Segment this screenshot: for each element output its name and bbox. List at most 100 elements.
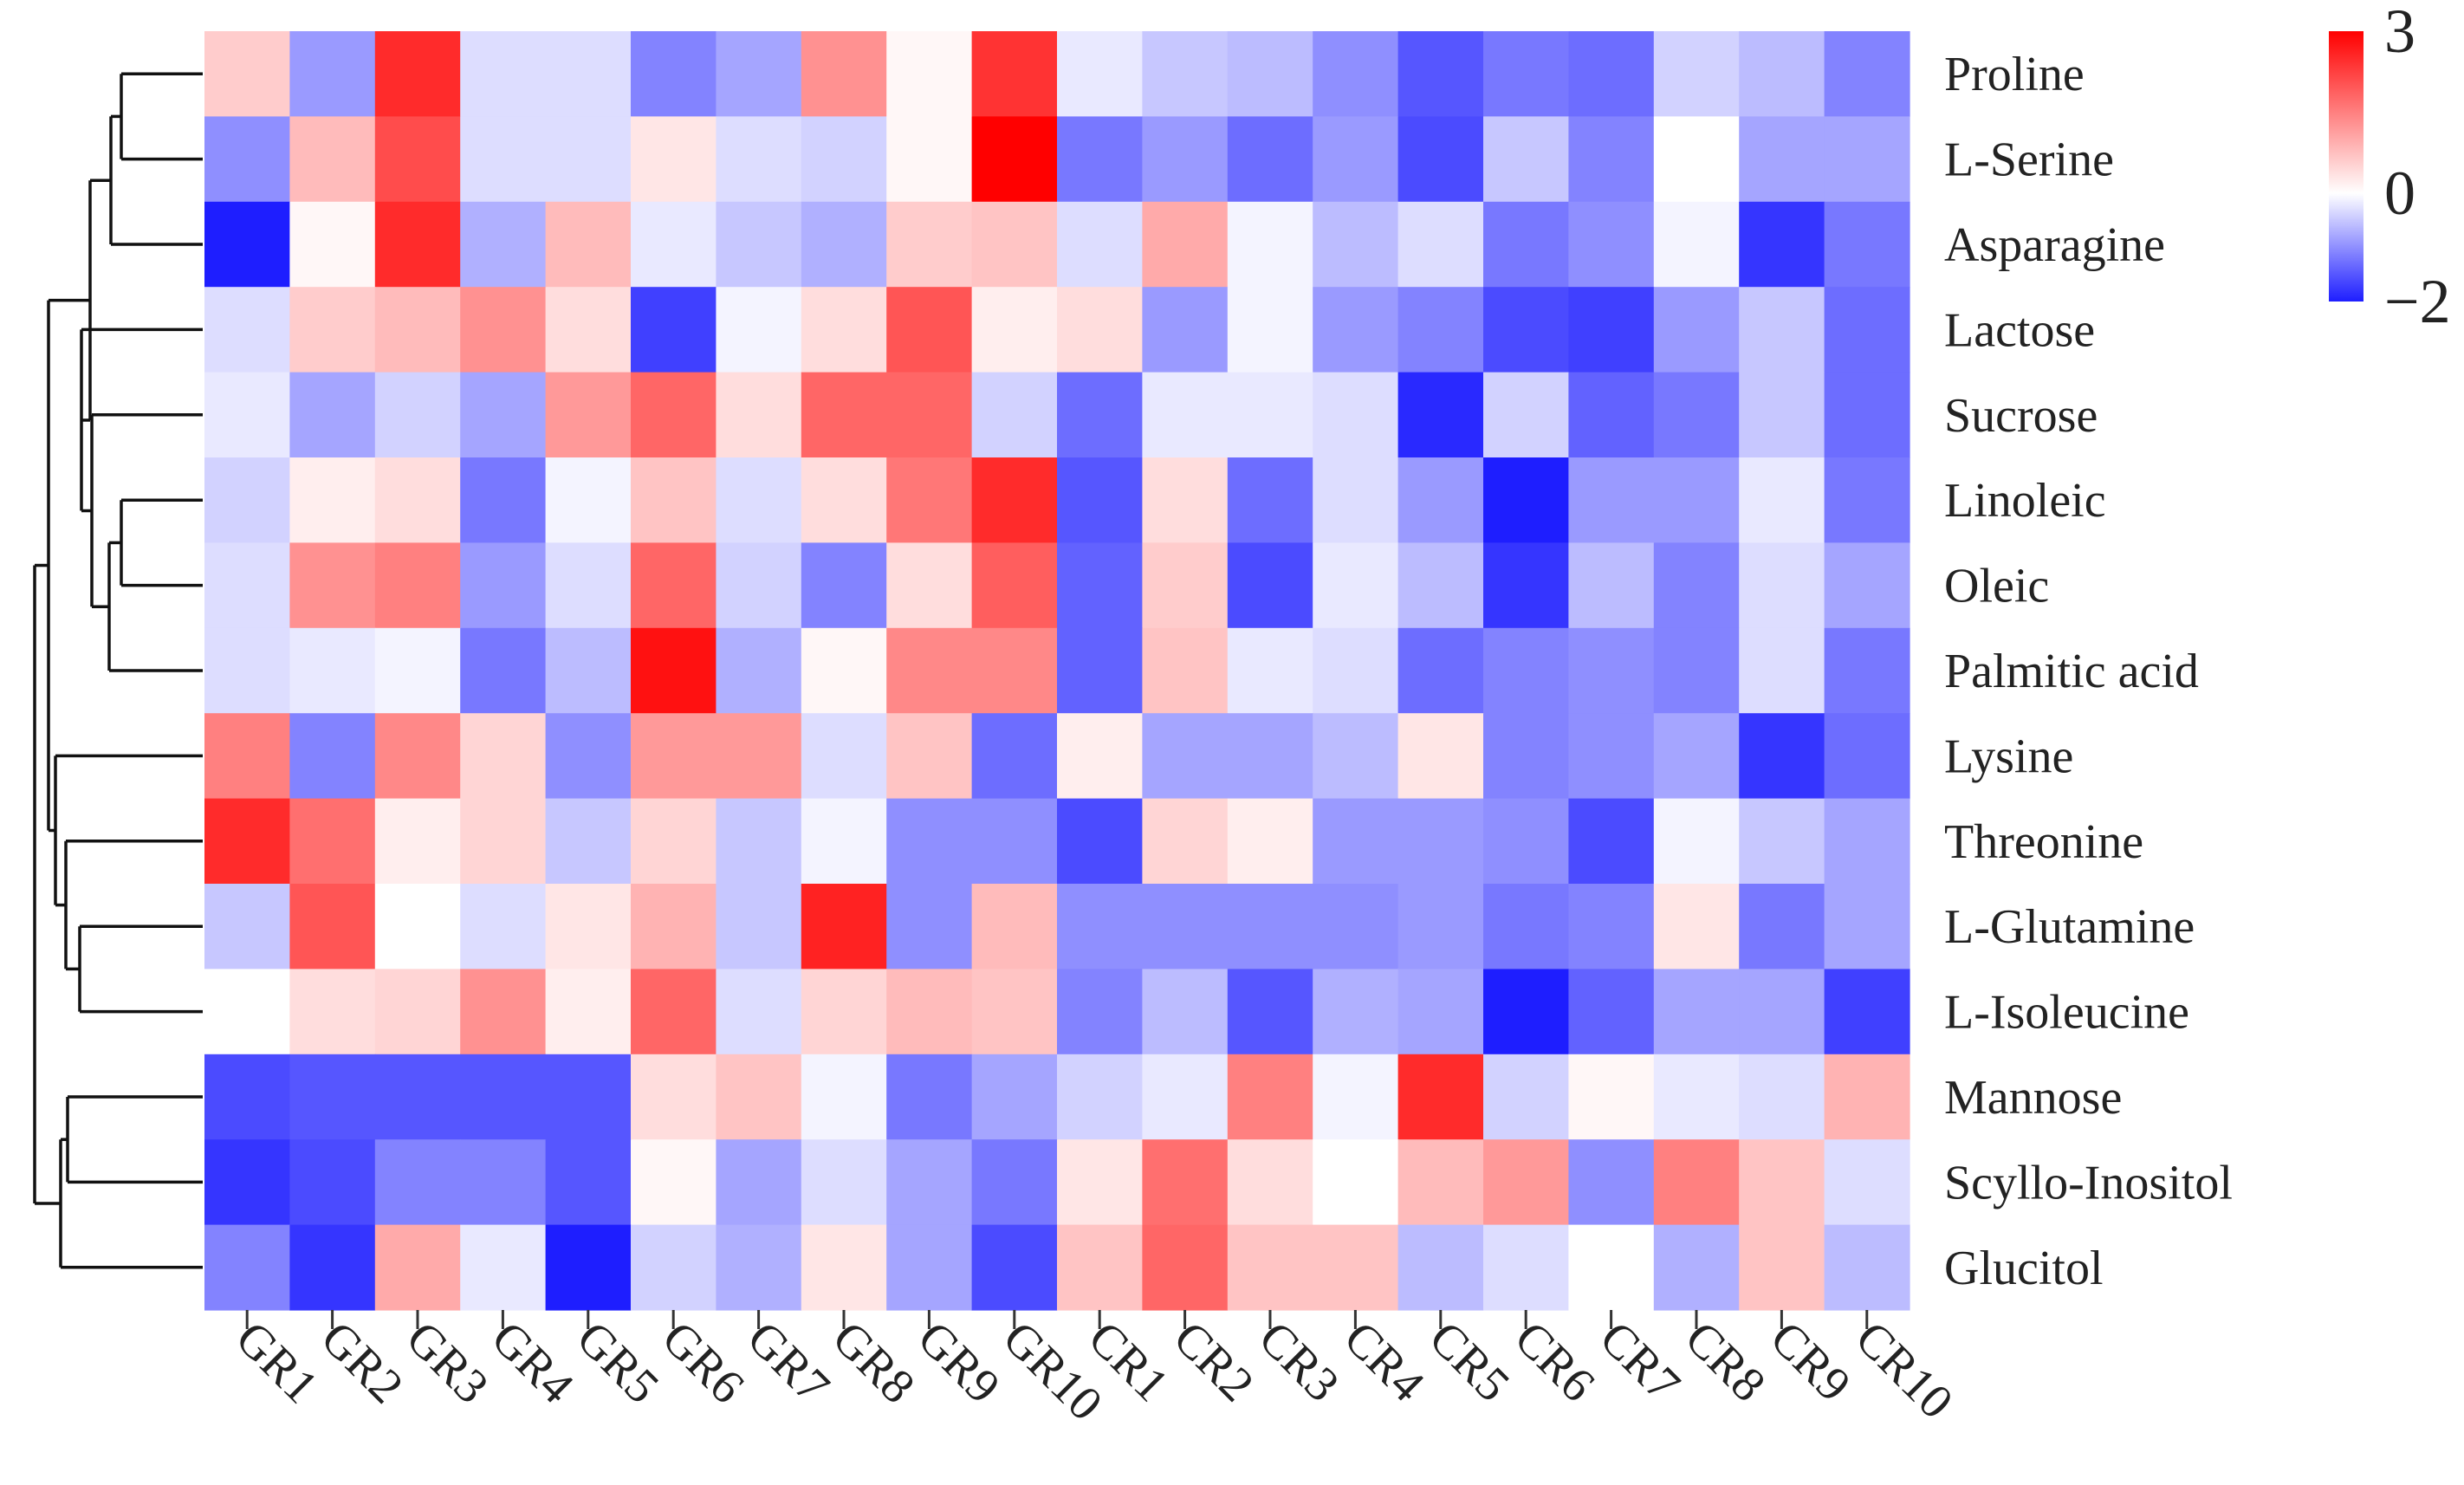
heatmap-cell [1824, 627, 1910, 714]
heatmap-cell [1057, 1224, 1143, 1311]
row-label: Oleic [1944, 560, 2049, 613]
heatmap-cell [971, 713, 1058, 800]
heatmap-cell [1483, 798, 1569, 885]
heatmap-cell [545, 542, 632, 629]
column-label: GR10 [993, 1311, 1112, 1430]
heatmap-cell [1227, 1224, 1313, 1311]
heatmap-cell [631, 31, 717, 117]
colorbar-legend: 3 0 −2 [2329, 0, 2451, 336]
colorbar-tick-label: −2 [2384, 267, 2451, 336]
heatmap-cell [886, 798, 973, 885]
heatmap-cell [716, 713, 802, 800]
heatmap-cell [1739, 1224, 1825, 1311]
heatmap-cell [1739, 372, 1825, 458]
heatmap-cell [1227, 201, 1313, 288]
heatmap-cell [1568, 372, 1655, 458]
heatmap-cell [1653, 884, 1740, 969]
heatmap-cell [1568, 287, 1655, 373]
heatmap-cell [545, 969, 632, 1055]
heatmap-cell [631, 798, 717, 885]
heatmap-cell [1313, 116, 1399, 203]
heatmap-cell [289, 457, 376, 543]
heatmap-cell [1483, 542, 1569, 629]
heatmap-cell [1739, 201, 1825, 288]
heatmap-cell [1313, 372, 1399, 458]
column-label: GR8 [822, 1311, 925, 1414]
heatmap-cell [801, 969, 887, 1055]
heatmap-cell [545, 1139, 632, 1226]
row-label: L-Isoleucine [1944, 986, 2189, 1040]
heatmap-cell [971, 798, 1058, 885]
heatmap-cell [289, 798, 376, 885]
heatmap-cell [1824, 884, 1910, 969]
heatmap-cell [374, 884, 461, 969]
heatmap-cell [1568, 116, 1655, 203]
heatmap-cell [886, 116, 973, 203]
column-label: CR4 [1333, 1311, 1434, 1411]
heatmap-cell [374, 1054, 461, 1140]
heatmap-cell [971, 201, 1058, 288]
heatmap-cell [204, 1054, 290, 1140]
heatmap-cell [971, 372, 1058, 458]
heatmap-cell [716, 1224, 802, 1311]
heatmap-cell [460, 31, 547, 117]
heatmap-cell [204, 31, 290, 117]
heatmap-cell [801, 457, 887, 543]
heatmap-cell [886, 457, 973, 543]
heatmap-cell [1397, 798, 1484, 885]
heatmap-cell [971, 457, 1058, 543]
heatmap-cell [374, 542, 461, 629]
heatmap-cell [374, 969, 461, 1055]
heatmap-cell [1227, 713, 1313, 800]
heatmap-cell [1057, 969, 1143, 1055]
heatmap-cell [289, 116, 376, 203]
heatmap-cell [1568, 542, 1655, 629]
heatmap-cell [460, 287, 547, 373]
heatmap-cell [1568, 1224, 1655, 1311]
heatmap-cell [460, 713, 547, 800]
heatmap-cell [374, 1139, 461, 1226]
column-label: GR7 [736, 1311, 840, 1414]
column-label: CR10 [1845, 1311, 1963, 1429]
heatmap-cell [1483, 627, 1569, 714]
heatmap-cell [374, 31, 461, 117]
heatmap-cell [886, 372, 973, 458]
heatmap-cell [545, 1054, 632, 1140]
heatmap-cell [1397, 1224, 1484, 1311]
heatmap-cell [716, 287, 802, 373]
heatmap-cell [1483, 1139, 1569, 1226]
heatmap-cell [1739, 116, 1825, 203]
heatmap-cell [1142, 713, 1229, 800]
heatmap-cell [1653, 713, 1740, 800]
heatmap-cells [204, 31, 1910, 1311]
heatmap-cell [1824, 201, 1910, 288]
row-label: Glucitol [1944, 1242, 2104, 1295]
column-label: CR5 [1419, 1311, 1520, 1411]
heatmap-cell [1142, 1224, 1229, 1311]
row-label: L-Glutamine [1944, 900, 2195, 954]
heatmap-cell [289, 884, 376, 969]
heatmap-cell [1227, 1054, 1313, 1140]
heatmap-cell [631, 372, 717, 458]
column-label: GR2 [310, 1311, 413, 1414]
heatmap-cell [1568, 884, 1655, 969]
heatmap-cell [1142, 1139, 1229, 1226]
heatmap-cell [971, 884, 1058, 969]
heatmap-cell [1142, 287, 1229, 373]
heatmap-cell [1057, 372, 1143, 458]
heatmap-cell [545, 713, 632, 800]
heatmap-cell [801, 1224, 887, 1311]
heatmap-cell [1142, 542, 1229, 629]
heatmap-cell [204, 969, 290, 1055]
heatmap-cell [971, 287, 1058, 373]
heatmap-cell [1142, 798, 1229, 885]
heatmap-cell [204, 884, 290, 969]
heatmap-cell [716, 372, 802, 458]
heatmap-cell [374, 798, 461, 885]
heatmap-cell [1397, 969, 1484, 1055]
heatmap-cell [1483, 116, 1569, 203]
heatmap-cell [545, 884, 632, 969]
heatmap-cell [374, 1224, 461, 1311]
heatmap-cell [971, 627, 1058, 714]
heatmap-cell [1483, 1054, 1569, 1140]
